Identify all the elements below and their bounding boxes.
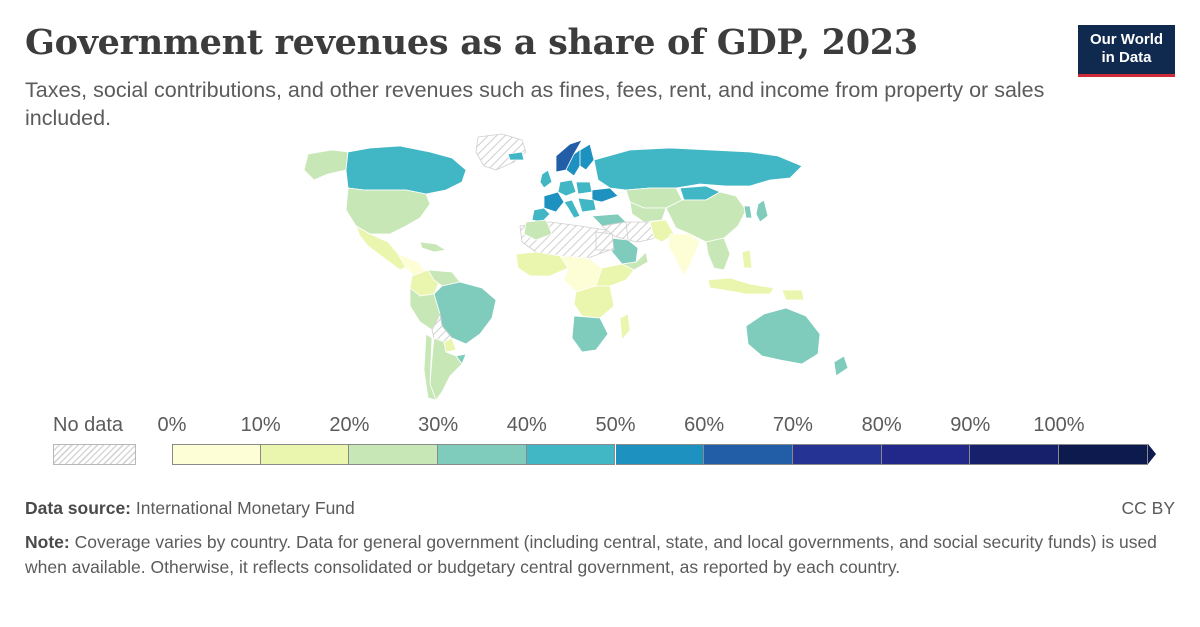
color-legend: No data 0% 10% 20% 30% 40% 50% 60% 70% 80% 90% 100… — [0, 400, 1200, 480]
country-central-asia[interactable] — [629, 201, 667, 223]
country-egypt[interactable] — [595, 231, 615, 251]
country-papua-new-guinea[interactable] — [781, 289, 805, 301]
legend-color-bin[interactable] — [704, 444, 793, 465]
world-map[interactable] — [230, 130, 880, 405]
no-data-label: No data — [53, 414, 124, 436]
country-west-africa[interactable] — [515, 251, 569, 277]
owid-logo[interactable]: Our World in Data — [1078, 25, 1175, 77]
legend-tick-label: 0% — [157, 414, 187, 436]
legend-tick-label: 50% — [595, 414, 636, 436]
country-greenland[interactable] — [475, 133, 527, 171]
country-russia[interactable] — [593, 147, 803, 191]
legend-tick-label: 100% — [1033, 414, 1085, 436]
country-korea[interactable] — [743, 205, 753, 219]
legend-tick-label: 70% — [772, 414, 813, 436]
legend-tick-label: 90% — [950, 414, 991, 436]
country-poland[interactable] — [575, 181, 593, 195]
chart-subtitle: Taxes, social contributions, and other r… — [25, 78, 1045, 130]
country-spain[interactable] — [531, 207, 551, 223]
legend-color-bin[interactable] — [792, 444, 882, 465]
legend-tick-label: 20% — [329, 414, 370, 436]
country-alaska[interactable] — [303, 149, 349, 181]
country-east-africa[interactable] — [573, 285, 615, 319]
country-finland[interactable] — [579, 143, 595, 171]
country-canada[interactable] — [345, 145, 467, 195]
no-data-swatch — [53, 444, 136, 465]
country-chile[interactable] — [423, 333, 437, 401]
legend-color-bin[interactable] — [172, 444, 261, 465]
region-caribbean[interactable] — [419, 241, 447, 253]
country-germany[interactable] — [557, 179, 577, 197]
country-japan[interactable] — [755, 199, 769, 223]
country-ukraine[interactable] — [591, 187, 619, 203]
country-china[interactable] — [665, 191, 747, 243]
legend-color-bin[interactable] — [881, 444, 971, 465]
country-india[interactable] — [667, 233, 701, 277]
country-philippines[interactable] — [741, 249, 753, 269]
logo-line-1: Our World — [1089, 31, 1164, 48]
country-mexico[interactable] — [355, 225, 409, 271]
legend-tick-label: 80% — [861, 414, 902, 436]
legend-tick-label: 10% — [240, 414, 281, 436]
note-text: Coverage varies by country. Data for gen… — [25, 532, 1157, 577]
source-label: Data source: — [25, 498, 132, 518]
legend-color-bin[interactable] — [615, 444, 705, 465]
country-iceland[interactable] — [507, 151, 525, 161]
country-saudi-arabia[interactable] — [609, 237, 639, 265]
legend-tick-label: 40% — [506, 414, 547, 436]
country-indonesia[interactable] — [707, 277, 775, 295]
country-southeast-asia[interactable] — [705, 237, 731, 271]
country-france[interactable] — [543, 191, 565, 213]
country-afghanistan-pakistan[interactable] — [649, 219, 675, 243]
legend-color-bin[interactable] — [260, 444, 350, 465]
legend-tick-label: 60% — [684, 414, 725, 436]
country-morocco-algeria[interactable] — [523, 219, 553, 241]
country-new-zealand[interactable] — [833, 355, 849, 377]
country-italy[interactable] — [563, 199, 581, 219]
legend-color-bin[interactable] — [349, 444, 439, 465]
country-uk[interactable] — [539, 169, 553, 189]
legend-color-bin[interactable] — [438, 444, 527, 465]
logo-line-2: in Data — [1101, 49, 1152, 66]
data-source: Data source: International Monetary Fund — [25, 498, 355, 519]
license-link[interactable]: CC BY — [1121, 498, 1175, 518]
country-australia[interactable] — [745, 307, 821, 365]
chart-note: Note: Coverage varies by country. Data f… — [25, 530, 1175, 580]
country-madagascar[interactable] — [619, 313, 631, 341]
country-balkans[interactable] — [577, 197, 597, 213]
country-iran[interactable] — [625, 221, 657, 243]
legend-tick-label: 30% — [418, 414, 459, 436]
chart-title: Government revenues as a share of GDP, 2… — [25, 22, 918, 63]
source-text: International Monetary Fund — [135, 498, 355, 518]
legend-color-bin[interactable] — [970, 444, 1059, 465]
note-label: Note: — [25, 532, 70, 552]
legend-color-bin[interactable] — [526, 444, 616, 465]
legend-arrow-tip — [1147, 444, 1156, 464]
country-southern-africa[interactable] — [571, 315, 609, 353]
legend-color-bin[interactable] — [1059, 444, 1148, 465]
